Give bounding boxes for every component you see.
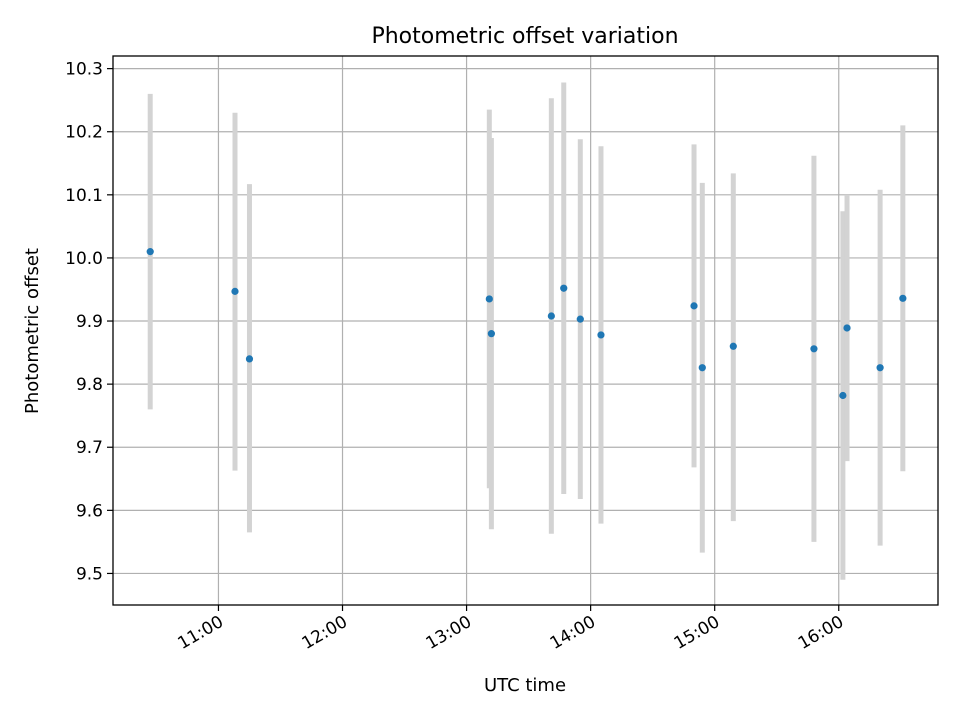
data-point bbox=[839, 391, 847, 400]
data-points bbox=[146, 248, 907, 400]
data-point bbox=[245, 355, 254, 363]
y-tick-label: 10.0 bbox=[65, 249, 103, 269]
data-point bbox=[487, 330, 495, 338]
data-point bbox=[576, 315, 584, 323]
data-point bbox=[485, 295, 493, 303]
y-tick-label: 9.7 bbox=[76, 438, 103, 458]
data-point bbox=[560, 284, 568, 292]
y-tick-label: 9.5 bbox=[76, 564, 103, 584]
y-tick-label: 9.9 bbox=[76, 312, 103, 332]
data-point bbox=[597, 331, 605, 339]
y-tick-label: 10.3 bbox=[65, 60, 103, 80]
data-point bbox=[698, 364, 706, 372]
y-axis-label: Photometric offset bbox=[22, 248, 43, 414]
y-tick-label: 10.2 bbox=[65, 123, 103, 143]
data-point bbox=[729, 342, 737, 350]
plot-frame bbox=[112, 55, 939, 606]
data-point bbox=[810, 345, 818, 353]
data-point bbox=[231, 287, 239, 295]
data-point bbox=[899, 294, 907, 302]
data-point bbox=[690, 302, 698, 310]
y-tick-label: 10.1 bbox=[65, 186, 103, 206]
y-tick-label: 9.6 bbox=[76, 501, 103, 521]
data-point bbox=[843, 324, 851, 332]
y-tick-label: 9.8 bbox=[76, 375, 103, 395]
x-axis-label: UTC time bbox=[484, 675, 566, 696]
data-point bbox=[547, 312, 555, 320]
data-point bbox=[146, 248, 154, 256]
chart-title: Photometric offset variation bbox=[371, 24, 678, 49]
data-point bbox=[876, 364, 884, 372]
